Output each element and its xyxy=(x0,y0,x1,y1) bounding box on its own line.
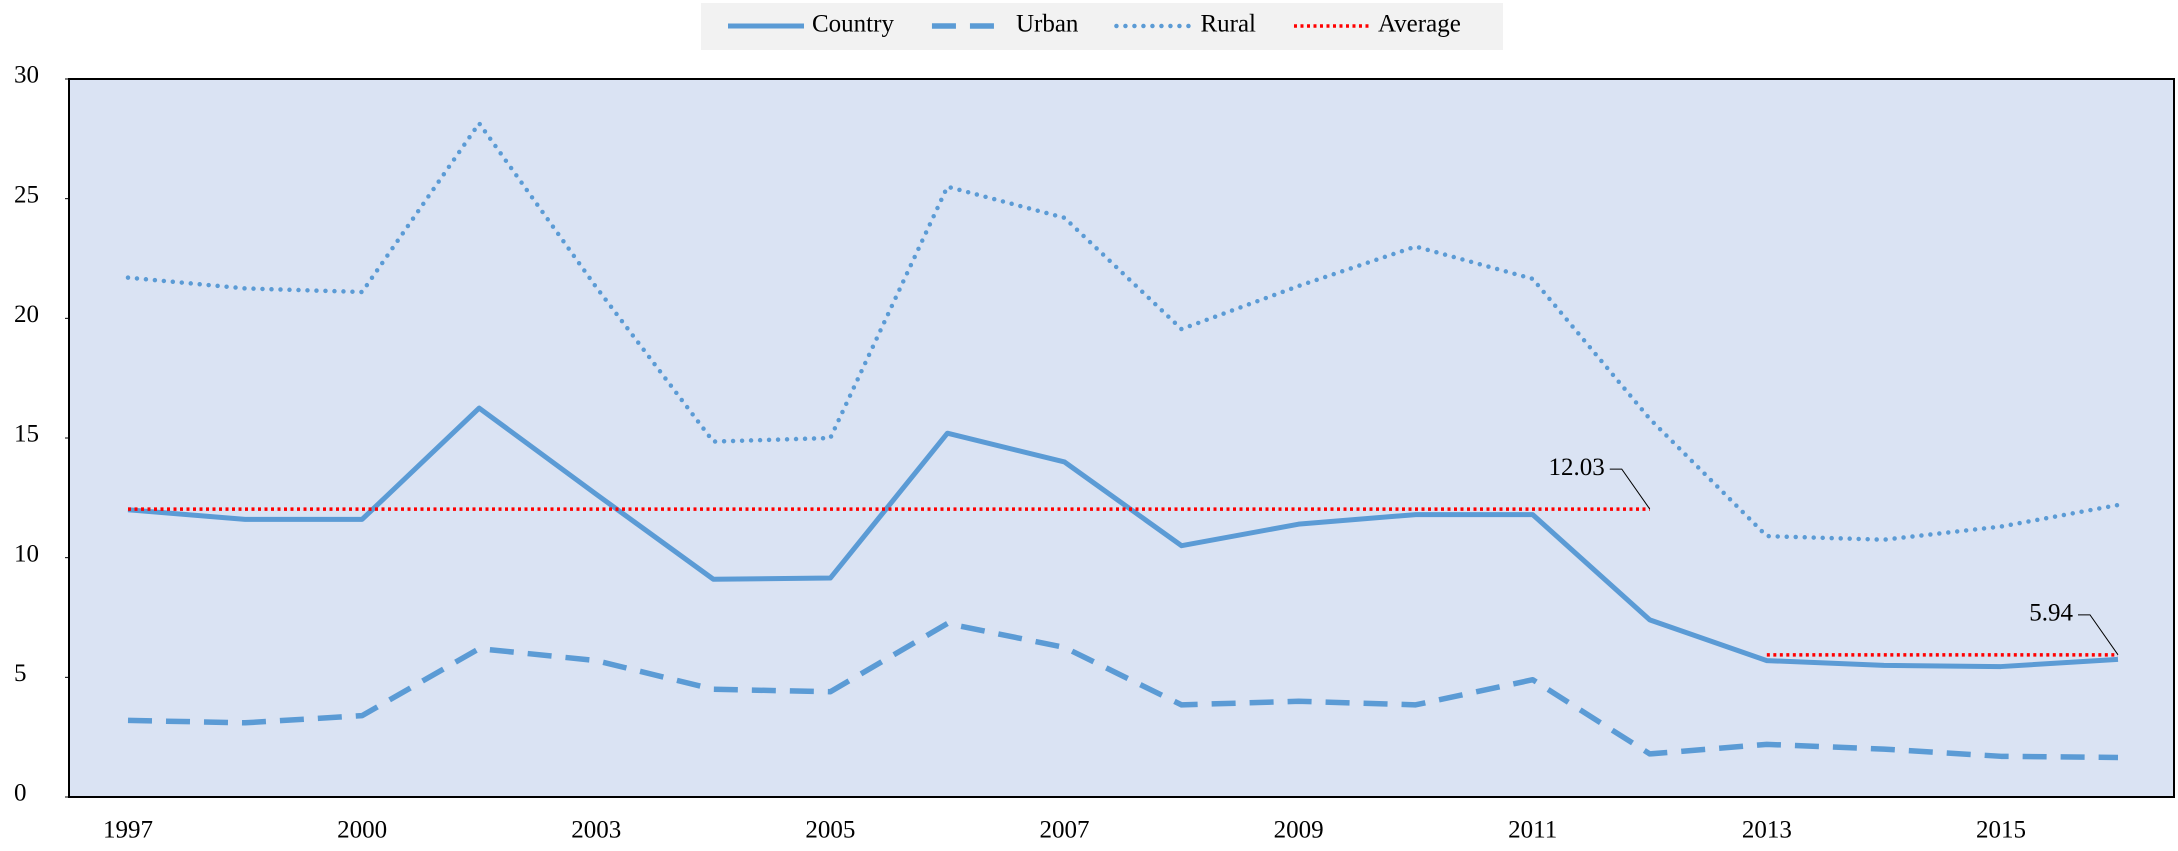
legend-box xyxy=(701,3,1503,50)
series-line xyxy=(127,405,2119,670)
data-label: 5.94 xyxy=(2029,600,2073,627)
y-tick-label: 5 xyxy=(14,660,27,687)
plot-area xyxy=(68,78,2175,798)
data-label: 12.03 xyxy=(1549,454,1605,481)
x-tick-label: 2015 xyxy=(1976,817,2026,844)
x-tick-label: 2013 xyxy=(1742,817,1792,844)
y-tick-label: 15 xyxy=(14,421,39,448)
legend-label: Rural xyxy=(1200,11,1256,38)
y-tick-label: 25 xyxy=(14,181,39,208)
label-leader xyxy=(2078,614,2119,656)
x-tick-label: 1997 xyxy=(103,817,153,844)
label-leader xyxy=(1609,468,1651,510)
series-line xyxy=(127,620,2119,761)
x-tick-label: 2005 xyxy=(805,817,855,844)
x-tick-label: 2000 xyxy=(337,817,387,844)
legend-label: Urban xyxy=(1016,11,1079,38)
series-line xyxy=(125,121,2121,542)
y-tick-label: 10 xyxy=(14,540,39,567)
legend-label: Average xyxy=(1378,11,1461,38)
y-tick-label: 0 xyxy=(14,780,27,807)
x-tick-label: 2007 xyxy=(1039,817,1089,844)
x-tick-label: 2003 xyxy=(571,817,621,844)
y-tick-label: 30 xyxy=(14,62,39,89)
x-tick-label: 2011 xyxy=(1508,817,1557,844)
legend: Country Urban Rural Average xyxy=(701,3,1503,50)
x-tick-label: 2009 xyxy=(1274,817,1324,844)
y-tick-label: 20 xyxy=(14,301,39,328)
legend-label: Country xyxy=(812,11,894,38)
